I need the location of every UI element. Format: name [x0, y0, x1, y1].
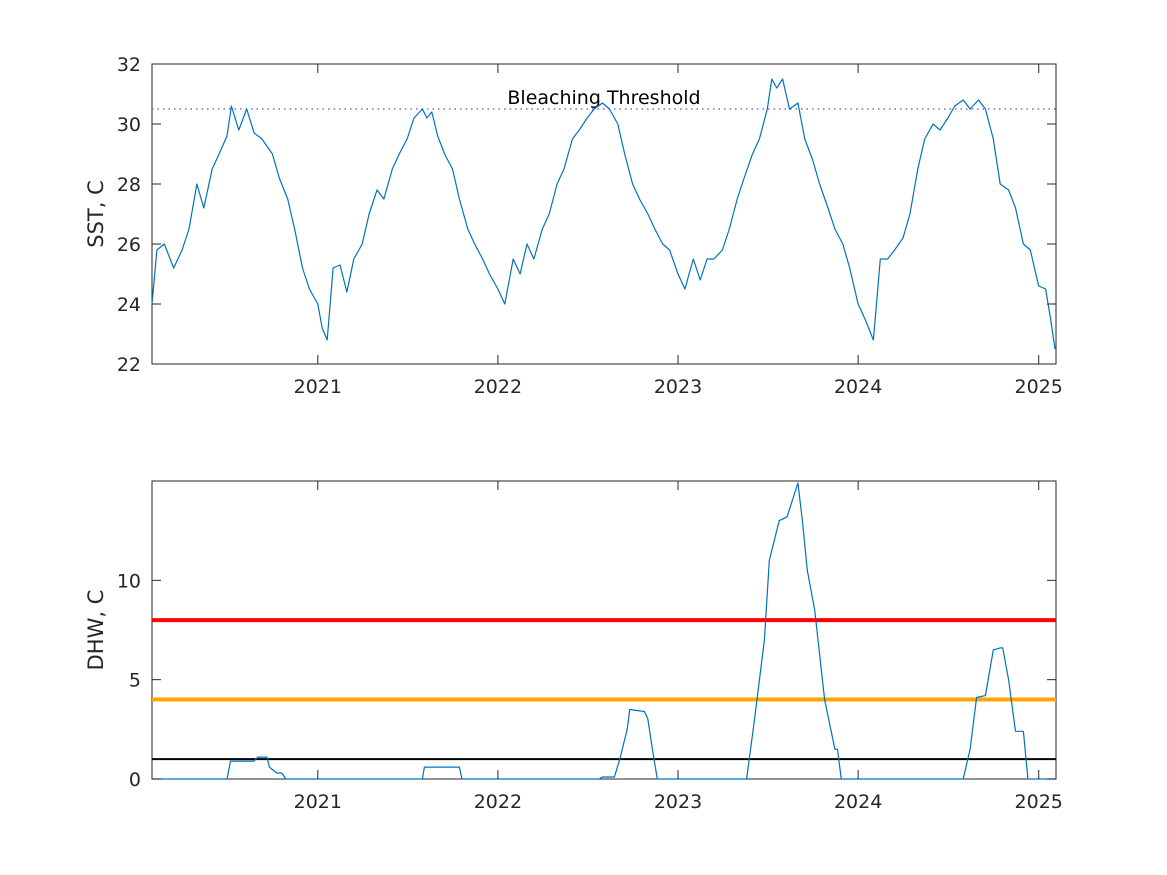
y-tick-label: 30 [117, 114, 141, 136]
y-tick-label: 24 [117, 294, 141, 316]
plot-area [151, 63, 1057, 365]
chart-panel-2: 2021 2022 2023 2024 2025 0 5 10 DHW, C [84, 480, 1063, 813]
x-tick-label: 2021 [294, 376, 342, 398]
x-tick-label: 2022 [474, 376, 522, 398]
y-axis-label: SST, C [84, 180, 108, 248]
x-tick-label: 2025 [1015, 376, 1063, 398]
plot-area [151, 480, 1057, 780]
x-tick-label: 2023 [654, 791, 702, 813]
y-tick-label: 10 [117, 570, 141, 592]
y-tick-label: 28 [117, 174, 141, 196]
x-tick-label: 2021 [294, 791, 342, 813]
y-tick-label: 32 [117, 54, 141, 76]
x-tick-label: 2024 [834, 791, 882, 813]
y-tick-label: 5 [129, 670, 141, 692]
y-axis-label: DHW, C [84, 590, 108, 671]
threshold-label: Bleaching Threshold [507, 87, 700, 109]
y-tick-label: 22 [117, 354, 141, 376]
series-line [151, 78, 1056, 350]
x-tick-label: 2022 [474, 791, 522, 813]
y-tick-label: 26 [117, 234, 141, 256]
chart-panel-1: Bleaching Threshold 2021 2022 2023 2024 2025 2… [84, 54, 1063, 398]
series-line [152, 482, 1056, 780]
x-tick-label: 2025 [1015, 791, 1063, 813]
x-tick-label: 2024 [834, 376, 882, 398]
x-tick-label: 2023 [654, 376, 702, 398]
y-tick-label: 0 [129, 769, 141, 791]
